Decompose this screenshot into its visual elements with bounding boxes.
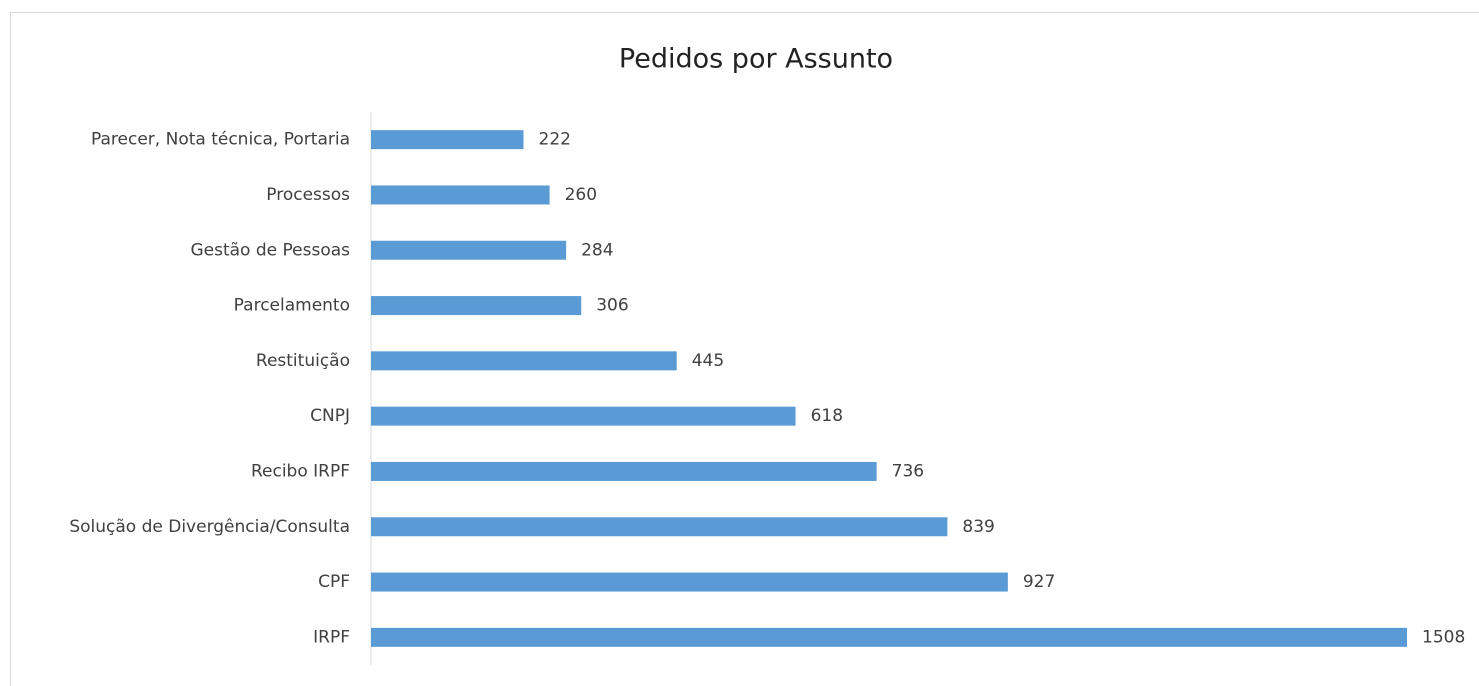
- data-label: 222: [539, 130, 571, 150]
- y-tick-label: CPF: [318, 572, 350, 592]
- bar: [371, 406, 796, 426]
- data-label: 618: [811, 406, 843, 426]
- data-label: 736: [892, 461, 924, 481]
- chart-title: Pedidos por Assunto: [619, 44, 893, 75]
- data-label: 445: [692, 351, 724, 371]
- bar: [371, 296, 582, 316]
- bar: [371, 627, 1407, 647]
- bar: [371, 461, 877, 481]
- y-tick-label: IRPF: [313, 627, 350, 647]
- y-tick-label: Parcelamento: [234, 296, 350, 316]
- y-tick-label: Gestão de Pessoas: [190, 240, 350, 260]
- bar: [371, 517, 948, 537]
- data-label: 1508: [1422, 627, 1465, 647]
- data-label: 839: [962, 517, 994, 537]
- bar: [371, 130, 524, 150]
- bar: [371, 351, 677, 371]
- y-tick-label: CNPJ: [310, 406, 350, 426]
- y-tick-label: Recibo IRPF: [251, 461, 350, 481]
- data-label: 927: [1023, 572, 1055, 592]
- data-label: 260: [565, 185, 597, 205]
- bar: [371, 185, 550, 205]
- y-tick-label: Restituição: [256, 351, 350, 371]
- bar: [371, 572, 1008, 592]
- y-tick-label: Solução de Divergência/Consulta: [69, 517, 350, 537]
- data-label: 284: [581, 240, 613, 260]
- bar: [371, 240, 567, 260]
- y-tick-label: Parecer, Nota técnica, Portaria: [91, 130, 350, 150]
- data-label: 306: [596, 296, 628, 316]
- y-tick-label: Processos: [266, 185, 350, 205]
